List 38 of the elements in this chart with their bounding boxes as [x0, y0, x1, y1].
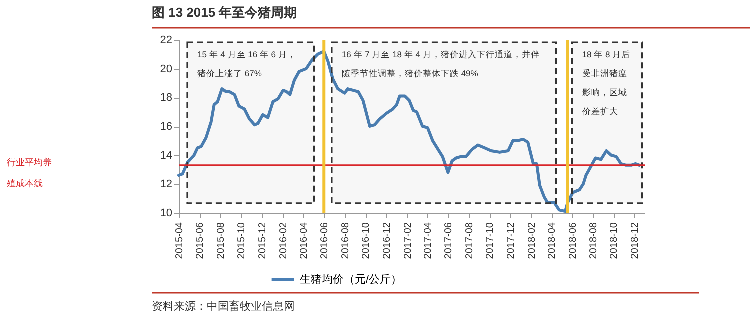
line-series [178, 50, 642, 214]
y-tick-label: 18 [160, 92, 172, 104]
x-tick-label: 2015-04 [174, 222, 186, 260]
legend-label: 生猪均价（元/公斤） [300, 273, 402, 286]
y-tick-label: 16 [160, 121, 172, 133]
x-tick-label: 2015-06 [195, 222, 206, 260]
x-tick-label: 2018-12 [630, 222, 641, 260]
x-tick-label: 2015-08 [216, 222, 227, 260]
band-label: 15 年 4 月至 16 年 6 月，猪价上涨了 67% [197, 49, 296, 78]
x-tick-label: 2015-12 [257, 222, 268, 260]
x-tick-label: 2016-12 [382, 222, 393, 260]
chart-title: 图 13 2015 年至今猪周期 [152, 5, 298, 20]
x-tick-label: 2016-06 [320, 222, 331, 260]
text: 行业平均养殖成本线 [7, 157, 52, 188]
x-tick-label: 2016-04 [298, 222, 310, 260]
band-label: 18 年 8 月后受非洲猪瘟影响，区域价差扩大 [581, 49, 631, 116]
x-tick-label: 2016-02 [278, 222, 290, 260]
y-tick-label: 14 [160, 150, 172, 162]
x-tick-label: 2018-02 [526, 222, 538, 260]
x-tick-label: 2018-04 [547, 222, 558, 260]
band-label: 16 年 7 月至 18 年 4 月，猪价进入下行通道，并伴随季节性调整，猪价整体下跌 49% [342, 49, 540, 78]
x-tick-label: 2017-02 [402, 222, 414, 260]
x-tick-label: 2016-10 [361, 222, 372, 260]
x-tick-label: 2015-10 [236, 222, 248, 260]
x-tick-label: 2017-06 [444, 222, 455, 260]
x-tick-label: 2017-08 [464, 222, 476, 260]
x-tick-label: 2018-08 [588, 222, 600, 260]
x-tick-label: 2017-04 [422, 222, 434, 260]
x-tick-label: 2017-12 [506, 222, 517, 260]
x-tick-label: 2016-08 [340, 222, 352, 260]
y-tick-label: 22 [160, 34, 172, 46]
text: 资料来源：中国畜牧业信息网 [152, 300, 295, 313]
y-tick-label: 12 [160, 178, 172, 191]
x-tick-label: 2017-10 [485, 222, 496, 260]
y-tick-label: 10 [160, 208, 172, 220]
x-tick-label: 2018-10 [609, 222, 620, 260]
y-tick-label: 20 [160, 63, 172, 76]
x-tick-label: 2018-06 [568, 222, 579, 260]
